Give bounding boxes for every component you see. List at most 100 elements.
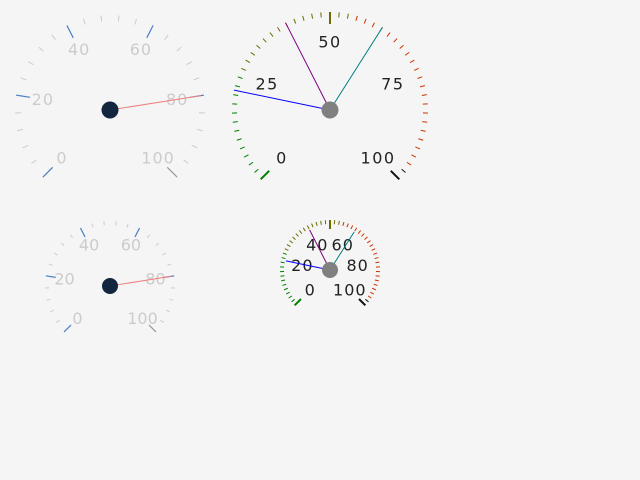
gauge-tick	[364, 236, 368, 240]
gauge-tick	[269, 32, 274, 37]
gauge-tick	[79, 227, 86, 238]
gauge-tick	[126, 223, 129, 228]
gauge-tick	[371, 248, 376, 251]
gauge-tick	[354, 227, 358, 232]
gauge-tick	[404, 51, 410, 56]
gauge-tick	[393, 38, 398, 43]
gauge-tick	[375, 261, 380, 264]
gauge-tick	[63, 324, 72, 333]
gauge-tick	[421, 94, 427, 96]
gauge-label: 60	[130, 40, 152, 59]
gauge-tick	[31, 159, 37, 164]
gauge-tick	[298, 230, 303, 234]
gauge-tick	[293, 18, 297, 24]
gauge-tick	[100, 15, 103, 22]
gauge-tick	[409, 59, 415, 64]
gauge-label: 25	[255, 74, 278, 93]
gauge-tick	[17, 128, 24, 132]
gauge-label: 100	[333, 280, 367, 299]
gauge-label: 40	[68, 40, 90, 59]
gauge-tick	[42, 166, 54, 178]
gauge-tick	[166, 166, 178, 178]
gauge-tick	[281, 279, 286, 282]
gauge-tick	[245, 59, 251, 64]
gauge-tick	[311, 13, 314, 19]
gauge-tick	[191, 144, 198, 149]
gauge-tick	[282, 252, 287, 255]
gauge-tick	[53, 252, 58, 256]
gauge-tick	[50, 309, 55, 313]
gauge-tick	[302, 15, 305, 21]
gauge-tick	[286, 244, 291, 248]
gauge-tick	[148, 324, 157, 333]
gauge-tick	[254, 168, 259, 173]
gauge-tick	[160, 319, 165, 323]
gauge-tick	[373, 252, 378, 255]
gauge-needle	[109, 95, 201, 111]
gauge-tick	[371, 22, 375, 28]
gauge-dark-large: 0 25 50 75 100	[232, 12, 428, 181]
gauge-light-small: 020406080100	[45, 221, 175, 333]
gauge-tick	[370, 291, 375, 295]
gauge-label: 60	[121, 236, 141, 255]
gauge-tick	[134, 227, 141, 238]
gauge-tick	[91, 223, 94, 228]
gauge-tick	[367, 295, 372, 299]
gauge-tick	[236, 138, 242, 141]
gauge-tick	[369, 244, 374, 248]
gauge-tick	[342, 221, 345, 226]
gauge-tick	[357, 230, 362, 234]
gauge-tick	[196, 128, 203, 132]
gauge-tick	[51, 34, 56, 40]
gauge-tick	[374, 279, 379, 282]
gauge-label: 20	[291, 256, 313, 275]
gauge-tick	[365, 298, 369, 303]
gauge-tick	[399, 44, 404, 49]
gauge-tick	[45, 275, 56, 278]
gauge-tick	[146, 234, 151, 239]
gauge-tick	[155, 242, 160, 247]
gauge-tick	[233, 94, 239, 96]
gauge-tick	[193, 77, 200, 81]
gauge-tick	[262, 38, 267, 43]
gauge-tick	[48, 263, 53, 266]
gauge-needle	[285, 22, 331, 111]
gauge-tick	[183, 159, 189, 164]
gauge-label: 20	[54, 269, 74, 288]
gauge-tick	[277, 26, 281, 32]
gauge-tick	[285, 291, 290, 295]
gauge-tick	[250, 51, 256, 56]
gauge-tick	[22, 144, 29, 149]
gauge-tick	[241, 67, 247, 71]
gauge-tick	[167, 263, 172, 266]
gauge-tick	[69, 234, 74, 239]
gauge-tick	[280, 261, 285, 264]
gauge-tick	[386, 32, 391, 37]
gauge-tick	[248, 161, 254, 166]
gauge-tick	[237, 76, 243, 79]
gauge-tick	[280, 275, 285, 277]
gauge-tick	[232, 121, 238, 123]
gauge-label: 0	[276, 149, 288, 168]
gauge-tick	[165, 309, 170, 313]
gauge-tick	[243, 154, 249, 158]
gauge-tick	[162, 252, 167, 256]
gauge-tick	[291, 298, 295, 303]
gauge-tick	[358, 298, 367, 307]
gauge-tick	[338, 220, 340, 225]
gauge-needle	[233, 89, 331, 111]
gauge-tick	[355, 15, 358, 21]
gauge-tick	[418, 138, 424, 141]
gauge-hub	[101, 101, 119, 119]
gauge-hub	[321, 101, 339, 119]
gauge-tick	[146, 25, 154, 39]
gauge-tick	[83, 18, 86, 25]
gauge-tick	[390, 170, 401, 181]
gauge-light-large: 020406080100	[15, 15, 205, 178]
gauge-tick	[164, 34, 169, 40]
gauge-tick	[415, 146, 421, 150]
gauge-tick	[295, 233, 299, 237]
gauge-tick	[234, 85, 241, 88]
gauge-tick	[363, 18, 367, 24]
gauge-tick	[292, 236, 296, 240]
